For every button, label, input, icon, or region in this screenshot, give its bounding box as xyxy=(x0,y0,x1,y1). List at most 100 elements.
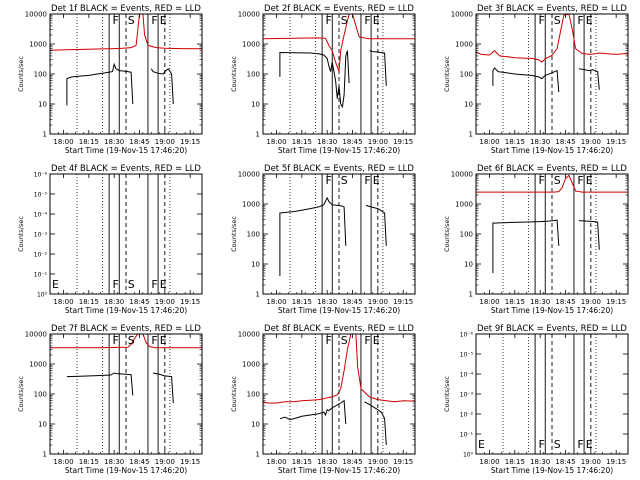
y-tick-label: 10⁻³ xyxy=(460,392,474,399)
interval-marker-label: F xyxy=(112,334,118,347)
y-tick-label: 10000 xyxy=(451,11,473,19)
y-tick-label: 10000 xyxy=(451,171,473,179)
interval-marker-label: F xyxy=(364,174,370,187)
interval-marker-label: F xyxy=(112,14,118,27)
interval-marker-label: F xyxy=(577,14,583,27)
y-tick-label: 10 xyxy=(464,101,473,109)
events-series-line xyxy=(66,62,134,106)
x-tick-label: 18:00 xyxy=(479,138,499,146)
y-tick-label: 1000 xyxy=(29,41,47,49)
x-tick-label: 18:00 xyxy=(53,138,73,146)
events-series-line xyxy=(492,219,560,273)
y-axis-label: Counts/sec xyxy=(230,56,238,92)
lld-series-line xyxy=(263,14,415,72)
x-tick-label: 18:30 xyxy=(317,458,337,466)
y-tick-label: 1 xyxy=(469,131,473,139)
events-series-line xyxy=(279,50,350,109)
interval-marker-label: S xyxy=(554,174,561,187)
x-tick-label: 19:15 xyxy=(180,458,200,466)
interval-marker-label: F xyxy=(112,278,118,291)
interval-marker-label: S xyxy=(128,278,135,291)
y-tick-label: 10⁻¹ xyxy=(460,432,474,439)
lld-series-line xyxy=(50,334,202,349)
events-series-line xyxy=(279,196,347,276)
chart-title: Det 3f BLACK = Events, RED = LLD xyxy=(477,4,627,14)
x-tick-label: 18:45 xyxy=(129,458,149,466)
interval-marker-label: S xyxy=(128,14,135,27)
y-tick-label: 10000 xyxy=(238,11,260,19)
interval-marker-label: F xyxy=(577,438,583,451)
events-series-line xyxy=(365,204,387,246)
interval-marker-label: S xyxy=(128,334,135,347)
interval-marker-label: E xyxy=(478,438,485,451)
y-tick-label: 1 xyxy=(43,131,47,139)
x-axis-label: Start Time (19-Nov-15 17:46:20) xyxy=(278,306,400,315)
y-tick-label: 10000 xyxy=(25,11,47,19)
interval-marker-label: E xyxy=(160,334,167,347)
y-tick-label: 1000 xyxy=(242,41,260,49)
x-tick-label: 18:45 xyxy=(129,298,149,306)
interval-marker-label: E xyxy=(373,174,380,187)
chart-panel: Det 6f BLACK = Events, RED = LLD 1 10 100 10… xyxy=(443,164,629,315)
x-tick-label: 19:15 xyxy=(393,138,413,146)
y-tick-label: 100 xyxy=(247,391,260,399)
interval-marker-label: E xyxy=(52,278,59,291)
x-tick-label: 19:00 xyxy=(581,298,601,306)
lld-series-line xyxy=(50,14,202,51)
events-series-line xyxy=(578,68,600,90)
x-tick-label: 18:30 xyxy=(104,458,124,466)
interval-marker-label: E xyxy=(586,14,593,27)
x-tick-label: 19:15 xyxy=(606,138,626,146)
x-tick-label: 18:30 xyxy=(530,458,550,466)
chart-panel: Det 3f BLACK = Events, RED = LLD 1 10 100 10… xyxy=(443,4,629,155)
y-tick-label: 1000 xyxy=(455,41,473,49)
interval-marker-label: F xyxy=(538,438,544,451)
x-tick-label: 18:15 xyxy=(79,138,99,146)
x-tick-label: 19:00 xyxy=(368,138,388,146)
x-tick-label: 19:00 xyxy=(368,298,388,306)
interval-marker-label: S xyxy=(554,14,561,27)
interval-marker-label: F xyxy=(151,334,157,347)
y-tick-label: 10⁻⁵ xyxy=(34,192,48,199)
chart-panel: Det 7f BLACK = Events, RED = LLD 1 10 100 10… xyxy=(17,324,203,475)
x-tick-label: 18:30 xyxy=(104,298,124,306)
y-tick-label: 100 xyxy=(460,71,473,79)
interval-marker-label: S xyxy=(554,438,561,451)
x-axis-label: Start Time (19-Nov-15 17:46:20) xyxy=(278,466,400,475)
x-axis-label: Start Time (19-Nov-15 17:46:20) xyxy=(491,466,613,475)
interval-marker-label: F xyxy=(325,14,331,27)
x-axis-label: Start Time (19-Nov-15 17:46:20) xyxy=(491,306,613,315)
x-tick-label: 19:00 xyxy=(581,458,601,466)
y-tick-label: 1000 xyxy=(242,361,260,369)
chart-title: Det 6f BLACK = Events, RED = LLD xyxy=(477,164,627,174)
y-tick-label: 10⁻² xyxy=(460,412,474,419)
x-tick-label: 18:00 xyxy=(53,298,73,306)
interval-marker-label: F xyxy=(364,334,370,347)
y-tick-label: 10 xyxy=(251,421,260,429)
y-tick-label: 1 xyxy=(43,451,47,459)
y-tick-label: 1 xyxy=(256,451,260,459)
y-axis-label: Counts/sec xyxy=(230,216,238,252)
chart-title: Det 7f BLACK = Events, RED = LLD xyxy=(51,324,201,334)
chart-title: Det 1f BLACK = Events, RED = LLD xyxy=(51,4,201,14)
y-tick-label: 1000 xyxy=(29,361,47,369)
y-tick-label: 10⁻⁶ xyxy=(460,332,474,339)
y-tick-label: 10000 xyxy=(25,331,47,339)
x-tick-label: 18:30 xyxy=(530,138,550,146)
x-tick-label: 18:00 xyxy=(479,298,499,306)
interval-marker-label: E xyxy=(586,438,593,451)
x-tick-label: 18:45 xyxy=(342,458,362,466)
chart-panel: Det 1f BLACK = Events, RED = LLD 1 10 100 10… xyxy=(17,4,203,155)
x-tick-label: 18:45 xyxy=(555,458,575,466)
x-axis-label: Start Time (19-Nov-15 17:46:20) xyxy=(65,306,187,315)
x-tick-label: 19:00 xyxy=(581,138,601,146)
x-tick-label: 18:30 xyxy=(530,298,550,306)
y-tick-label: 10⁻⁵ xyxy=(460,352,474,359)
y-tick-label: 10000 xyxy=(238,331,260,339)
y-tick-label: 10000 xyxy=(238,171,260,179)
y-tick-label: 100 xyxy=(247,71,260,79)
x-tick-label: 18:15 xyxy=(505,138,525,146)
y-tick-label: 10⁰ xyxy=(463,452,474,459)
chart-title: Det 5f BLACK = Events, RED = LLD xyxy=(264,164,414,174)
